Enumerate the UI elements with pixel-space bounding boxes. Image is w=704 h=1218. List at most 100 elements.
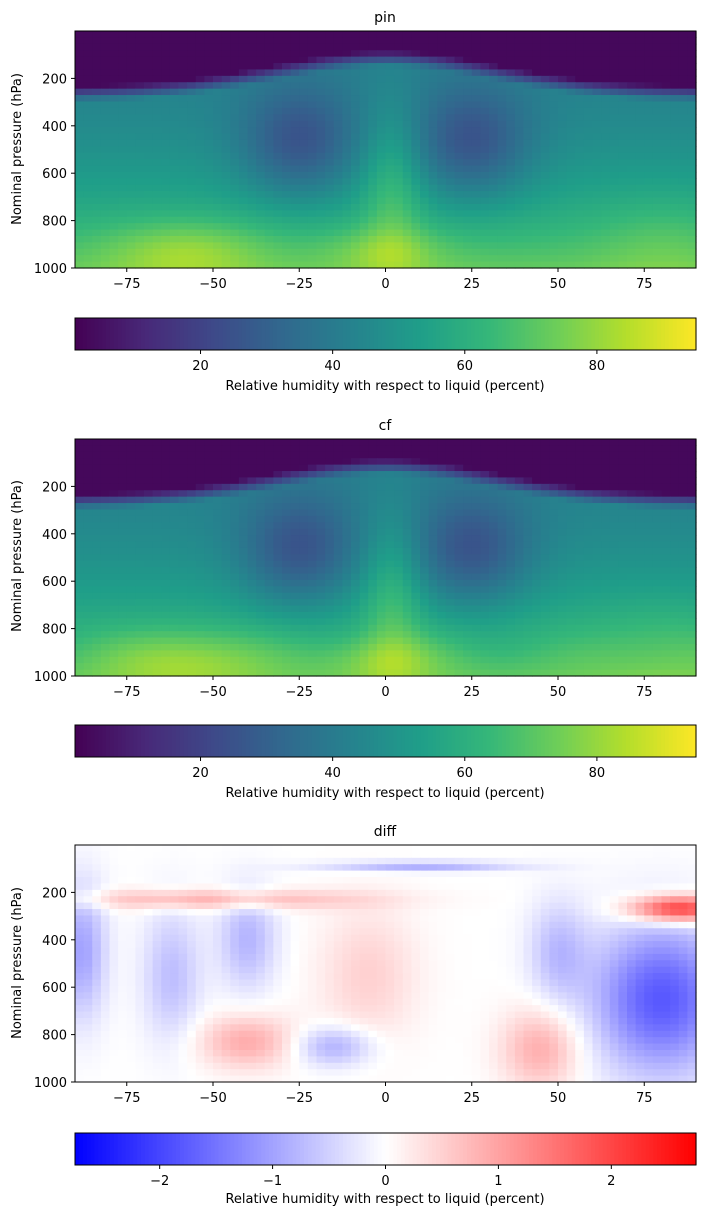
heatmap-cell xyxy=(420,509,429,516)
heatmap-cell xyxy=(273,210,282,217)
heatmap-cell xyxy=(239,210,248,217)
heatmap-cell xyxy=(179,445,188,452)
heatmap-cell xyxy=(377,57,386,64)
heatmap-cell xyxy=(541,509,550,516)
heatmap-cell xyxy=(610,439,619,446)
heatmap-cell xyxy=(584,484,593,491)
heatmap-cell xyxy=(618,210,627,217)
heatmap-cell xyxy=(230,599,239,606)
heatmap-cell xyxy=(75,503,84,510)
heatmap-cell xyxy=(84,140,93,147)
heatmap-cell xyxy=(196,76,205,83)
heatmap-cell xyxy=(135,522,144,529)
heatmap-cell xyxy=(575,471,584,478)
heatmap-cell xyxy=(601,101,610,108)
heatmap-cell xyxy=(437,172,446,179)
heatmap-cell xyxy=(325,445,334,452)
heatmap-cell xyxy=(325,522,334,529)
heatmap-cell xyxy=(135,599,144,606)
heatmap-cell xyxy=(618,606,627,613)
heatmap-cell xyxy=(411,89,420,96)
heatmap-cell xyxy=(118,625,127,632)
heatmap-cell xyxy=(291,554,300,561)
heatmap-cell xyxy=(687,535,696,542)
heatmap-cell xyxy=(118,121,127,128)
heatmap-cell xyxy=(480,484,489,491)
heatmap-cell xyxy=(265,76,274,83)
heatmap-cell xyxy=(480,140,489,147)
heatmap-cell xyxy=(567,236,576,243)
heatmap-cell xyxy=(75,242,84,249)
heatmap-cell xyxy=(317,255,326,262)
heatmap-cell xyxy=(662,57,671,64)
heatmap-cell xyxy=(653,580,662,587)
heatmap-cell xyxy=(489,127,498,134)
heatmap-cell xyxy=(653,198,662,205)
heatmap-cell xyxy=(627,567,636,574)
heatmap-cell xyxy=(213,89,222,96)
x-tick-label: 25 xyxy=(463,277,480,292)
heatmap-cell xyxy=(377,465,386,472)
heatmap-cell xyxy=(429,178,438,185)
heatmap-cell xyxy=(653,439,662,446)
heatmap-cell xyxy=(92,50,101,57)
heatmap-cell xyxy=(360,625,369,632)
heatmap-cell xyxy=(446,178,455,185)
heatmap-cell xyxy=(584,204,593,211)
heatmap-cell xyxy=(480,567,489,574)
heatmap-cell xyxy=(92,618,101,625)
heatmap-cell xyxy=(110,529,119,536)
heatmap-cell xyxy=(644,439,653,446)
heatmap-cell xyxy=(584,554,593,561)
heatmap-cell xyxy=(230,210,239,217)
heatmap-cell xyxy=(541,574,550,581)
heatmap-cell xyxy=(144,76,153,83)
heatmap-cell xyxy=(204,497,213,504)
heatmap-cell xyxy=(446,204,455,211)
heatmap-cell xyxy=(498,484,507,491)
heatmap-cell xyxy=(411,101,420,108)
heatmap-cell xyxy=(636,57,645,64)
heatmap-cell xyxy=(636,516,645,523)
heatmap-cell xyxy=(368,497,377,504)
heatmap-cell xyxy=(670,121,679,128)
heatmap-cell xyxy=(653,477,662,484)
colorbar-swatch xyxy=(242,318,246,350)
heatmap-cell xyxy=(618,57,627,64)
heatmap-cell xyxy=(386,599,395,606)
colorbar-swatch xyxy=(347,318,351,350)
heatmap-cell xyxy=(420,166,429,173)
heatmap-cell xyxy=(325,101,334,108)
heatmap-cell xyxy=(161,541,170,548)
heatmap-cell xyxy=(437,503,446,510)
heatmap-cell xyxy=(299,509,308,516)
heatmap-cell xyxy=(170,477,179,484)
heatmap-cell xyxy=(273,236,282,243)
heatmap-cell xyxy=(204,554,213,561)
heatmap-cell xyxy=(636,606,645,613)
heatmap-cell xyxy=(524,82,533,89)
colorbar-swatch xyxy=(603,318,607,350)
heatmap-cell xyxy=(75,178,84,185)
heatmap-cell xyxy=(524,509,533,516)
heatmap-cell xyxy=(325,599,334,606)
heatmap-cell xyxy=(170,82,179,89)
heatmap-cell xyxy=(670,101,679,108)
heatmap-cell xyxy=(153,146,162,153)
heatmap-cell xyxy=(627,586,636,593)
heatmap-cell xyxy=(420,452,429,459)
heatmap-cell xyxy=(265,121,274,128)
heatmap-cell xyxy=(213,108,222,115)
heatmap-cell xyxy=(489,599,498,606)
heatmap-cell xyxy=(351,133,360,140)
heatmap-cell xyxy=(644,57,653,64)
heatmap-cell xyxy=(351,191,360,198)
heatmap-cell xyxy=(291,101,300,108)
heatmap-cell xyxy=(584,223,593,230)
heatmap-cell xyxy=(653,121,662,128)
heatmap-cell xyxy=(567,223,576,230)
heatmap-cell xyxy=(618,497,627,504)
heatmap-cell xyxy=(558,191,567,198)
heatmap-cell xyxy=(498,140,507,147)
heatmap-cell xyxy=(187,249,196,256)
